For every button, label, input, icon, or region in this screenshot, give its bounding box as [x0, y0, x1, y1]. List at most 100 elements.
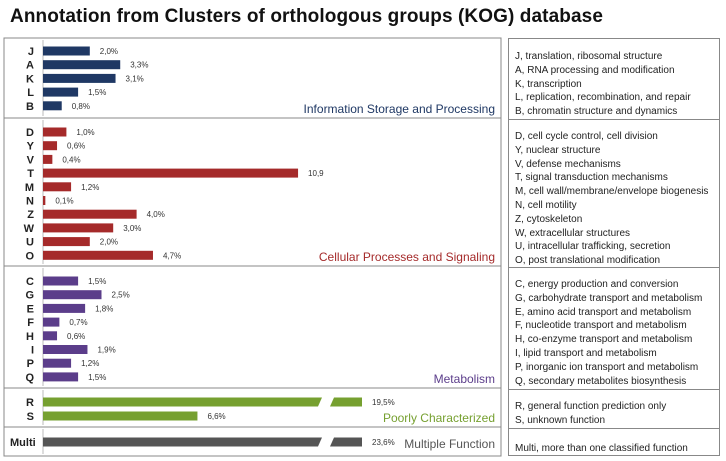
- category-label: Z: [27, 209, 34, 221]
- data-label: 1,2%: [81, 183, 99, 192]
- category-label: G: [25, 290, 34, 302]
- data-label: 1,8%: [95, 304, 113, 313]
- bar: [43, 46, 90, 56]
- category-label: E: [27, 303, 34, 315]
- bar: [43, 372, 79, 382]
- legend-entry: J, translation, ribosomal structure: [515, 51, 663, 62]
- category-label: M: [25, 182, 34, 194]
- legend-divider: [509, 119, 719, 120]
- legend-entry: A, RNA processing and modification: [515, 64, 675, 76]
- category-label: U: [26, 237, 34, 249]
- legend-panel: J, translation, ribosomal structure A, RN…: [508, 38, 720, 456]
- data-label: 4,7%: [163, 251, 181, 260]
- legend-entry: H, co-enzyme transport and metabolism: [515, 334, 693, 346]
- legend-entry: Y, nuclear structure: [515, 144, 601, 156]
- legend-entry: F, nucleotide transport and metabolism: [515, 320, 687, 332]
- bar: [43, 168, 299, 178]
- bar-break-edge: [314, 437, 322, 447]
- data-label: 4,0%: [147, 210, 165, 219]
- category-label: O: [25, 250, 34, 262]
- category-label: V: [27, 154, 35, 166]
- category-label: Q: [25, 372, 34, 384]
- category-label: Y: [27, 141, 35, 153]
- data-label: 2,5%: [112, 291, 130, 300]
- bar: [43, 303, 86, 313]
- bar-break-edge: [330, 397, 338, 407]
- legend-entry: U, intracellular trafficking, secretion: [515, 241, 671, 253]
- bar: [43, 411, 198, 421]
- bar: [43, 237, 90, 247]
- bar: [43, 223, 114, 233]
- category-label: P: [27, 358, 34, 370]
- bar: [43, 331, 58, 341]
- category-label: T: [27, 168, 34, 180]
- legend-entry: M, cell wall/membrane/envelope biogenesi…: [515, 186, 709, 198]
- category-label: S: [27, 411, 34, 423]
- legend-divider: [509, 428, 719, 429]
- data-label: 2,0%: [100, 47, 118, 56]
- category-label: C: [26, 276, 34, 288]
- legend-entry: N, cell motility: [515, 200, 577, 211]
- legend-entry: D, cell cycle control, cell division: [515, 131, 658, 142]
- legend-entry: G, carbohydrate transport and metabolism: [515, 292, 703, 304]
- category-label: B: [26, 101, 34, 113]
- group-name: Information Storage and Processing: [304, 102, 495, 116]
- category-label: H: [26, 331, 34, 343]
- bar: [43, 182, 72, 192]
- bar-continuation: [334, 437, 362, 447]
- legend-entry: Q, secondary metabolites biosynthesis: [515, 375, 687, 387]
- bar: [43, 250, 153, 260]
- legend-entry: B, chromatin structure and dynamics: [515, 106, 678, 118]
- category-label: W: [24, 223, 35, 235]
- legend-divider: [509, 267, 719, 268]
- data-label: 1,5%: [88, 277, 106, 286]
- data-label: 3,0%: [123, 224, 141, 233]
- bar: [43, 209, 137, 219]
- legend-entry: R, general function prediction only: [515, 401, 667, 412]
- legend-entry: S, unknown function: [515, 415, 606, 426]
- bar: [43, 87, 79, 97]
- data-label: 19,5%: [372, 398, 395, 407]
- category-label: K: [26, 73, 34, 85]
- category-label: J: [28, 46, 34, 58]
- bar: [43, 127, 67, 137]
- data-label: 1,9%: [97, 346, 115, 355]
- category-label: F: [27, 317, 34, 329]
- category-label: Multi: [10, 437, 36, 449]
- legend-divider: [509, 389, 719, 390]
- data-label: 3,1%: [126, 74, 144, 83]
- kog-bar-chart: J 2,0% A 3,3% K 3,1% L 1,5% B 0,8% Information Sto…: [3, 37, 502, 457]
- bar-break-edge: [314, 397, 322, 407]
- bar: [43, 141, 58, 151]
- legend-entry: O, post translational modification: [515, 255, 661, 267]
- legend-entry: P, inorganic ion transport and metabolis…: [515, 361, 699, 373]
- bar-continuation: [334, 397, 362, 407]
- data-label: 1,0%: [76, 128, 94, 137]
- legend-entry: T, signal transduction mechanisms: [515, 172, 668, 184]
- bar: [43, 154, 53, 164]
- data-label: 1,5%: [88, 373, 106, 382]
- data-label: 2,0%: [100, 238, 118, 247]
- data-label: 0,6%: [67, 142, 85, 151]
- group-name: Multiple Function: [404, 437, 495, 451]
- group-name: Metabolism: [434, 372, 495, 386]
- chart-title: Annotation from Clusters of orthologous …: [10, 6, 603, 27]
- data-label: 3,3%: [130, 61, 148, 70]
- category-label: N: [26, 196, 34, 208]
- legend-entry: C, energy production and conversion: [515, 279, 679, 290]
- legend-entry: I, lipid transport and metabolism: [515, 348, 657, 359]
- data-label: 1,5%: [88, 88, 106, 97]
- group-name: Poorly Characterized: [383, 411, 495, 425]
- group-name: Cellular Processes and Signaling: [319, 250, 495, 264]
- bar: [43, 317, 60, 327]
- legend-entry: K, transcription: [515, 78, 582, 90]
- category-label: R: [26, 397, 34, 409]
- bar: [43, 73, 116, 83]
- data-label: 0,8%: [72, 102, 90, 111]
- category-label: L: [27, 87, 34, 99]
- legend-entry: V, defense mechanisms: [515, 158, 621, 170]
- category-label: A: [26, 60, 34, 72]
- category-label: D: [26, 127, 34, 139]
- bar: [43, 196, 46, 205]
- category-label: I: [31, 345, 34, 357]
